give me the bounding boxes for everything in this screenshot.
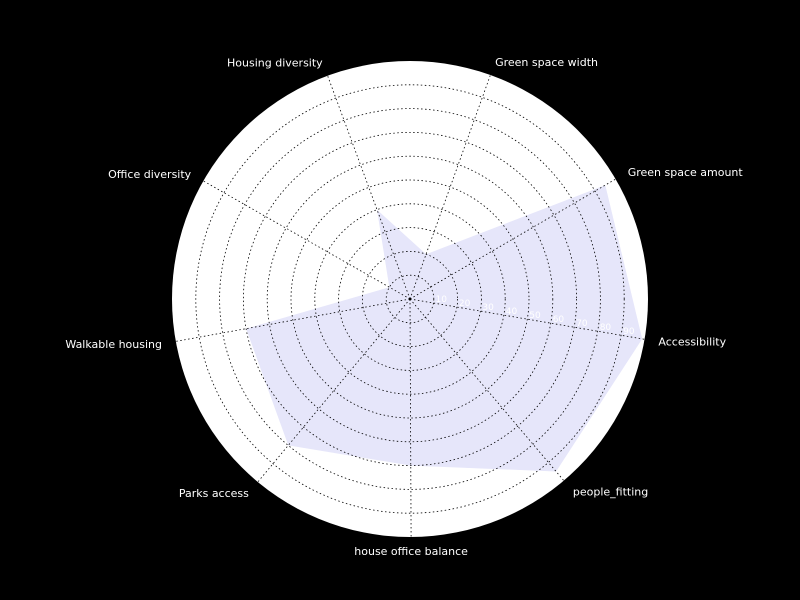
category-label-0: Accessibility xyxy=(658,336,726,349)
radial-tick-label-10: 10 xyxy=(436,295,448,305)
radial-tick-label-20: 20 xyxy=(459,299,471,309)
category-label-2: Green space width xyxy=(495,56,598,69)
grid-layer xyxy=(175,74,645,538)
radial-gridline-30 xyxy=(338,227,482,371)
series-area-0 xyxy=(246,185,643,472)
radial-tick-label-60: 60 xyxy=(553,315,565,325)
category-label-3: Housing diversity xyxy=(227,57,323,70)
radial-tick-label-40: 40 xyxy=(506,307,518,317)
category-label-7: house office balance xyxy=(354,545,468,558)
category-label-8: people_fitting xyxy=(573,485,648,498)
radial-tick-label-70: 70 xyxy=(576,319,588,329)
radial-tick-label-30: 30 xyxy=(482,303,494,313)
center-dot xyxy=(408,297,412,301)
category-label-4: Office diversity xyxy=(108,168,192,181)
category-label-5: Walkable housing xyxy=(65,338,162,351)
category-label-1: Green space amount xyxy=(628,166,744,179)
category-label-6: Parks access xyxy=(179,487,249,500)
radial-gridline-80 xyxy=(219,108,601,490)
label-layer: 10 20 30 40 50 60 70 80 90 Accessibility Green spa… xyxy=(65,56,743,558)
radial-tick-label-80: 80 xyxy=(600,323,612,333)
radial-tick-label-90: 90 xyxy=(623,327,635,337)
radial-gridline-40 xyxy=(314,203,506,395)
radial-gridline-90 xyxy=(195,84,625,514)
radial-gridline-50 xyxy=(290,179,530,419)
radial-gridline-70 xyxy=(242,131,578,467)
radial-gridline-20 xyxy=(361,250,458,347)
radial-gridline-60 xyxy=(266,155,554,443)
data-layer xyxy=(246,185,643,472)
radial-gridline-10 xyxy=(385,274,435,324)
radial-tick-label-50: 50 xyxy=(529,311,541,321)
